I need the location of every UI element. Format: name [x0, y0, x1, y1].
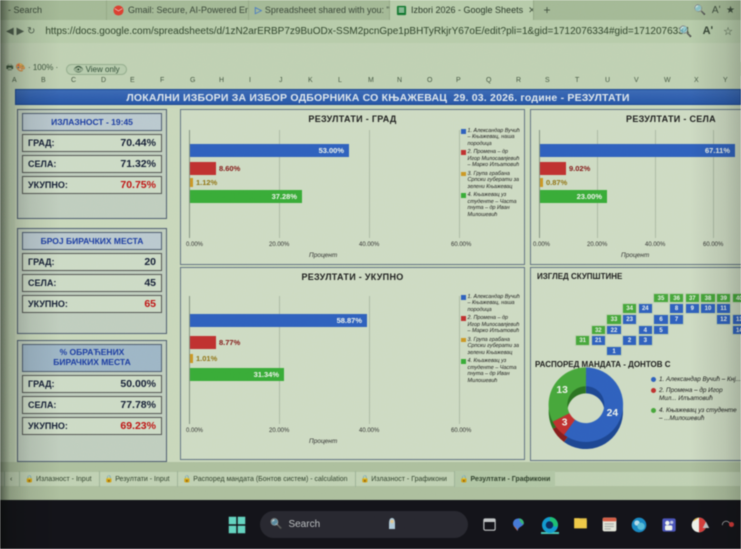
svg-text:24: 24 [607, 408, 619, 419]
svg-text:3: 3 [562, 418, 568, 429]
svg-text:13: 13 [556, 385, 568, 396]
